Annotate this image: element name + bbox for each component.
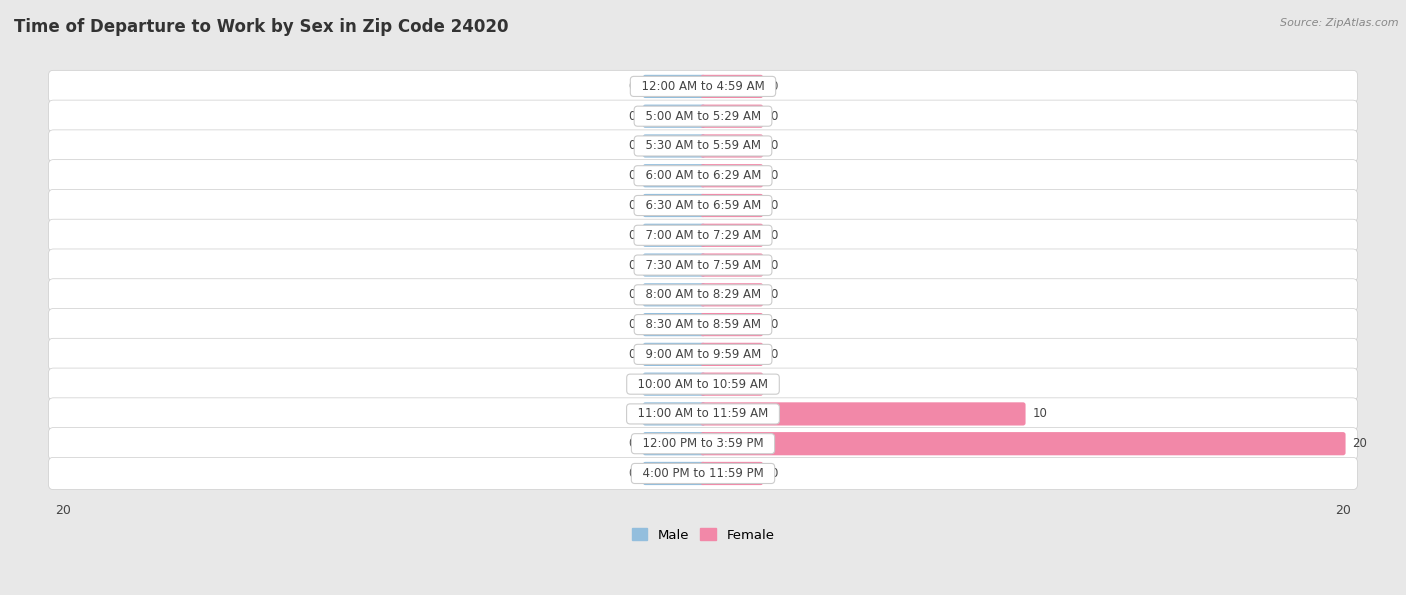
- Text: 0: 0: [628, 109, 636, 123]
- FancyBboxPatch shape: [700, 134, 763, 158]
- Text: 12:00 AM to 4:59 AM: 12:00 AM to 4:59 AM: [634, 80, 772, 93]
- FancyBboxPatch shape: [700, 313, 763, 336]
- FancyBboxPatch shape: [643, 134, 706, 158]
- Text: 0: 0: [628, 467, 636, 480]
- FancyBboxPatch shape: [49, 339, 1357, 371]
- FancyBboxPatch shape: [700, 432, 1346, 455]
- FancyBboxPatch shape: [49, 428, 1357, 460]
- Text: 0: 0: [628, 408, 636, 421]
- Legend: Male, Female: Male, Female: [626, 523, 780, 547]
- Text: 6:00 AM to 6:29 AM: 6:00 AM to 6:29 AM: [637, 169, 769, 182]
- FancyBboxPatch shape: [49, 249, 1357, 281]
- Text: 0: 0: [628, 259, 636, 271]
- Text: 5:00 AM to 5:29 AM: 5:00 AM to 5:29 AM: [638, 109, 768, 123]
- Text: Time of Departure to Work by Sex in Zip Code 24020: Time of Departure to Work by Sex in Zip …: [14, 18, 509, 36]
- FancyBboxPatch shape: [700, 372, 763, 396]
- FancyBboxPatch shape: [643, 164, 706, 187]
- Text: 0: 0: [770, 229, 778, 242]
- Text: 0: 0: [770, 348, 778, 361]
- Text: 10: 10: [1032, 408, 1047, 421]
- Text: 6:30 AM to 6:59 AM: 6:30 AM to 6:59 AM: [638, 199, 768, 212]
- FancyBboxPatch shape: [700, 462, 763, 485]
- FancyBboxPatch shape: [49, 368, 1357, 400]
- FancyBboxPatch shape: [700, 194, 763, 217]
- Text: 5:30 AM to 5:59 AM: 5:30 AM to 5:59 AM: [638, 139, 768, 152]
- FancyBboxPatch shape: [700, 283, 763, 306]
- Text: 0: 0: [770, 318, 778, 331]
- FancyBboxPatch shape: [700, 105, 763, 128]
- FancyBboxPatch shape: [49, 458, 1357, 490]
- FancyBboxPatch shape: [49, 100, 1357, 132]
- Text: 0: 0: [628, 80, 636, 93]
- FancyBboxPatch shape: [49, 130, 1357, 162]
- Text: 0: 0: [628, 348, 636, 361]
- FancyBboxPatch shape: [700, 164, 763, 187]
- FancyBboxPatch shape: [643, 313, 706, 336]
- FancyBboxPatch shape: [700, 402, 1025, 425]
- FancyBboxPatch shape: [49, 398, 1357, 430]
- Text: Source: ZipAtlas.com: Source: ZipAtlas.com: [1281, 18, 1399, 28]
- Text: 7:00 AM to 7:29 AM: 7:00 AM to 7:29 AM: [637, 229, 769, 242]
- Text: 0: 0: [628, 318, 636, 331]
- Text: 0: 0: [628, 229, 636, 242]
- Text: 4:00 PM to 11:59 PM: 4:00 PM to 11:59 PM: [636, 467, 770, 480]
- FancyBboxPatch shape: [700, 343, 763, 366]
- Text: 0: 0: [770, 467, 778, 480]
- FancyBboxPatch shape: [643, 432, 706, 455]
- FancyBboxPatch shape: [643, 402, 706, 425]
- Text: 9:00 AM to 9:59 AM: 9:00 AM to 9:59 AM: [638, 348, 768, 361]
- FancyBboxPatch shape: [643, 224, 706, 247]
- Text: 8:30 AM to 8:59 AM: 8:30 AM to 8:59 AM: [638, 318, 768, 331]
- Text: 0: 0: [628, 169, 636, 182]
- FancyBboxPatch shape: [643, 372, 706, 396]
- FancyBboxPatch shape: [643, 343, 706, 366]
- FancyBboxPatch shape: [700, 75, 763, 98]
- Text: 20: 20: [1353, 437, 1368, 450]
- FancyBboxPatch shape: [643, 75, 706, 98]
- Text: 11:00 AM to 11:59 AM: 11:00 AM to 11:59 AM: [630, 408, 776, 421]
- Text: 10:00 AM to 10:59 AM: 10:00 AM to 10:59 AM: [630, 378, 776, 391]
- FancyBboxPatch shape: [700, 253, 763, 277]
- FancyBboxPatch shape: [700, 224, 763, 247]
- FancyBboxPatch shape: [643, 253, 706, 277]
- Text: 0: 0: [770, 169, 778, 182]
- FancyBboxPatch shape: [49, 159, 1357, 192]
- Text: 0: 0: [770, 259, 778, 271]
- FancyBboxPatch shape: [49, 219, 1357, 251]
- Text: 8:00 AM to 8:29 AM: 8:00 AM to 8:29 AM: [638, 289, 768, 301]
- Text: 0: 0: [770, 139, 778, 152]
- Text: 0: 0: [628, 437, 636, 450]
- Text: 0: 0: [770, 378, 778, 391]
- Text: 0: 0: [628, 199, 636, 212]
- Text: 0: 0: [628, 378, 636, 391]
- Text: 0: 0: [628, 139, 636, 152]
- Text: 0: 0: [770, 80, 778, 93]
- FancyBboxPatch shape: [49, 70, 1357, 102]
- Text: 0: 0: [770, 199, 778, 212]
- FancyBboxPatch shape: [643, 283, 706, 306]
- Text: 7:30 AM to 7:59 AM: 7:30 AM to 7:59 AM: [638, 259, 768, 271]
- FancyBboxPatch shape: [643, 194, 706, 217]
- Text: 0: 0: [770, 289, 778, 301]
- FancyBboxPatch shape: [49, 189, 1357, 221]
- Text: 0: 0: [628, 289, 636, 301]
- FancyBboxPatch shape: [643, 462, 706, 485]
- FancyBboxPatch shape: [49, 278, 1357, 311]
- FancyBboxPatch shape: [49, 309, 1357, 341]
- Text: 12:00 PM to 3:59 PM: 12:00 PM to 3:59 PM: [636, 437, 770, 450]
- Text: 0: 0: [770, 109, 778, 123]
- FancyBboxPatch shape: [643, 105, 706, 128]
